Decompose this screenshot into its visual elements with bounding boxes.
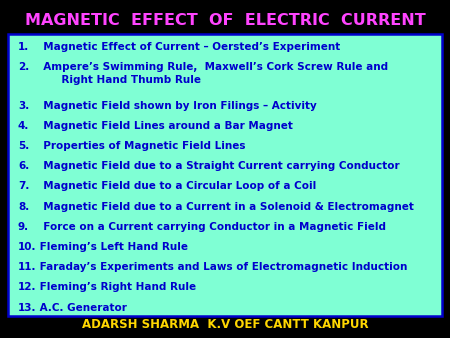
Text: 3.: 3. <box>18 101 29 111</box>
Text: 6.: 6. <box>18 161 29 171</box>
Text: ADARSH SHARMA  K.V OEF CANTT KANPUR: ADARSH SHARMA K.V OEF CANTT KANPUR <box>82 318 368 332</box>
Text: Magnetic Field due to a Circular Loop of a Coil: Magnetic Field due to a Circular Loop of… <box>36 182 316 191</box>
Text: Faraday’s Experiments and Laws of Electromagnetic Induction: Faraday’s Experiments and Laws of Electr… <box>36 262 407 272</box>
Text: Magnetic Field due to a Current in a Solenoid & Electromagnet: Magnetic Field due to a Current in a Sol… <box>36 201 414 212</box>
Text: Fleming’s Right Hand Rule: Fleming’s Right Hand Rule <box>36 282 196 292</box>
Text: 10.: 10. <box>18 242 36 252</box>
Text: 5.: 5. <box>18 141 29 151</box>
Text: Magnetic Field shown by Iron Filings – Activity: Magnetic Field shown by Iron Filings – A… <box>36 101 317 111</box>
Text: 13.: 13. <box>18 303 36 313</box>
Text: 12.: 12. <box>18 282 36 292</box>
Text: Fleming’s Left Hand Rule: Fleming’s Left Hand Rule <box>36 242 188 252</box>
Text: Ampere’s Swimming Rule,  Maxwell’s Cork Screw Rule and
       Right Hand Thumb R: Ampere’s Swimming Rule, Maxwell’s Cork S… <box>36 62 388 85</box>
Text: 9.: 9. <box>18 222 29 232</box>
Text: 8.: 8. <box>18 201 29 212</box>
Text: 1.: 1. <box>18 42 29 52</box>
Text: Magnetic Field Lines around a Bar Magnet: Magnetic Field Lines around a Bar Magnet <box>36 121 293 131</box>
Text: Properties of Magnetic Field Lines: Properties of Magnetic Field Lines <box>36 141 246 151</box>
Text: 4.: 4. <box>18 121 29 131</box>
Text: Magnetic Effect of Current – Oersted’s Experiment: Magnetic Effect of Current – Oersted’s E… <box>36 42 340 52</box>
Text: 11.: 11. <box>18 262 36 272</box>
Text: Force on a Current carrying Conductor in a Magnetic Field: Force on a Current carrying Conductor in… <box>36 222 386 232</box>
FancyBboxPatch shape <box>8 34 442 316</box>
Text: Magnetic Field due to a Straight Current carrying Conductor: Magnetic Field due to a Straight Current… <box>36 161 400 171</box>
Text: 7.: 7. <box>18 182 29 191</box>
Text: MAGNETIC  EFFECT  OF  ELECTRIC  CURRENT: MAGNETIC EFFECT OF ELECTRIC CURRENT <box>25 13 425 28</box>
Text: A.C. Generator: A.C. Generator <box>36 303 127 313</box>
Text: 2.: 2. <box>18 62 29 72</box>
